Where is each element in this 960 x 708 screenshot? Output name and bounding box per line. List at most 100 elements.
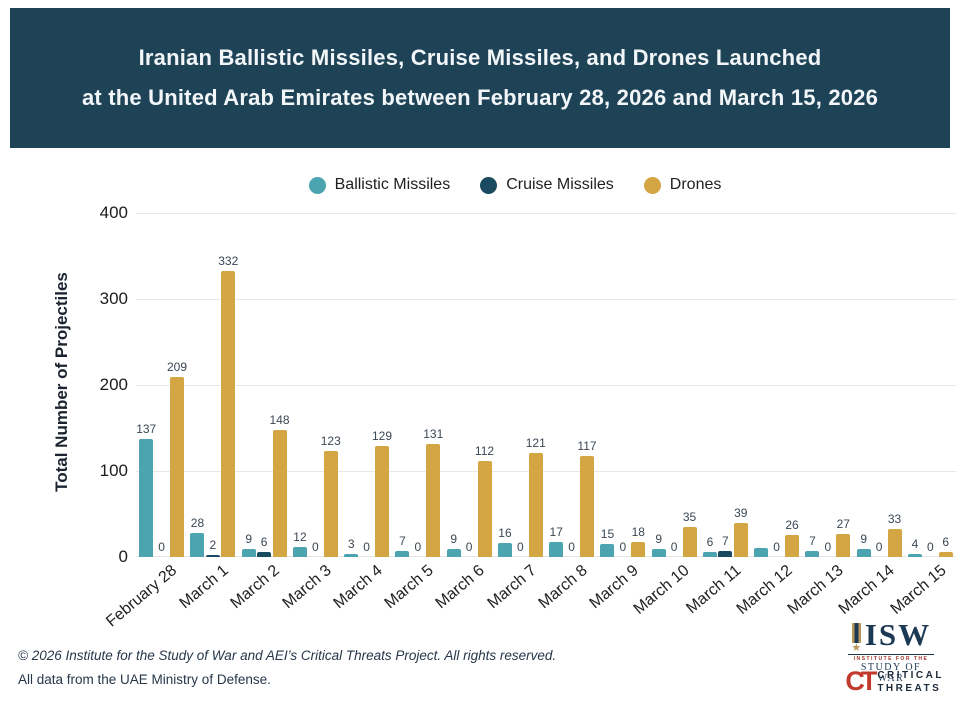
bar-value-drones-march-8: 117 xyxy=(577,439,597,454)
slot-drones-march-5: 131 xyxy=(423,213,443,557)
bar-value-drones-march-6: 112 xyxy=(474,443,495,458)
bar-cruise-missiles-march-1 xyxy=(205,555,220,557)
bar-ballistic-missiles-february-28 xyxy=(139,439,154,557)
slot-cruise-missiles-march-8: 0 xyxy=(564,213,579,557)
bar-value-ballistic-missiles-march-4: 3 xyxy=(347,537,355,552)
bar-value-ballistic-missiles-february-28: 137 xyxy=(136,422,157,437)
slot-drones-march-11: 39 xyxy=(733,213,748,557)
bar-value-cruise-missiles-march-3: 0 xyxy=(312,540,319,554)
ct-line-1: CRITICAL xyxy=(877,669,944,681)
slot-ballistic-missiles-march-8: 17 xyxy=(549,213,564,557)
bar-drones-march-11 xyxy=(733,523,748,557)
bar-value-drones-march-14: 33 xyxy=(887,511,902,526)
x-tick-march-14: March 14 xyxy=(836,562,899,618)
x-tick-march-6: March 6 xyxy=(432,562,489,613)
slot-ballistic-missiles-march-11: 6 xyxy=(702,213,717,557)
bar-value-cruise-missiles-march-15: 0 xyxy=(927,540,934,554)
bar-group-march-12: 0 26 xyxy=(751,213,802,557)
slot-cruise-missiles-march-1: 2 xyxy=(205,213,220,557)
bar-value-cruise-missiles-march-6: 0 xyxy=(465,540,473,554)
slot-drones-march-4: 129 xyxy=(371,213,393,557)
bar-ballistic-missiles-march-9 xyxy=(600,544,615,557)
bar-value-drones-march-4: 129 xyxy=(371,429,393,444)
slot-cruise-missiles-march-4: 0 xyxy=(359,213,374,557)
slot-drones-march-6: 112 xyxy=(474,213,495,557)
bar-value-ballistic-missiles-march-1: 28 xyxy=(190,515,205,530)
copyright-line: © 2026 Institute for the Study of War an… xyxy=(18,648,557,663)
y-tick-200: 200 xyxy=(99,375,128,394)
star-icon: ★ xyxy=(851,642,862,654)
gridline-y-300 xyxy=(136,299,956,300)
slot-ballistic-missiles-march-2: 9 xyxy=(241,213,256,557)
slot-drones-march-8: 117 xyxy=(577,213,597,557)
bar-group-march-14: 9 0 33 xyxy=(854,213,905,557)
slot-ballistic-missiles-february-28: 137 xyxy=(136,213,157,557)
bar-value-drones-february-28: 209 xyxy=(166,360,188,375)
slot-cruise-missiles-march-5: 0 xyxy=(410,213,425,557)
bar-drones-february-28 xyxy=(170,377,184,557)
bar-value-cruise-missiles-march-13: 0 xyxy=(824,540,832,554)
x-tick-march-7: March 7 xyxy=(484,562,540,613)
bar-ballistic-missiles-march-10 xyxy=(651,549,666,557)
bar-drones-march-14 xyxy=(887,528,902,557)
bar-drones-march-13 xyxy=(836,533,851,557)
bar-drones-march-1 xyxy=(221,271,236,557)
x-tick-february-28: February 28 xyxy=(103,562,181,631)
x-tick-march-4: March 4 xyxy=(330,562,386,613)
bar-drones-march-8 xyxy=(580,456,594,557)
isw-subtitle-1: INSTITUTE FOR THE xyxy=(853,656,929,662)
bar-group-march-11: 6 7 39 xyxy=(700,213,751,557)
x-tick-march-5: March 5 xyxy=(381,562,437,613)
slot-drones-march-2: 148 xyxy=(269,213,290,557)
title-line-2: at the United Arab Emirates between Febr… xyxy=(81,85,879,110)
slot-ballistic-missiles-march-3: 12 xyxy=(292,213,307,557)
bar-group-march-3: 12 0 123 xyxy=(290,213,341,557)
slot-drones-march-10: 35 xyxy=(682,213,697,557)
x-tick-march-10: March 10 xyxy=(631,562,694,618)
bar-value-cruise-missiles-march-7: 0 xyxy=(517,540,524,554)
slot-drones-february-28: 209 xyxy=(166,213,188,557)
bar-drones-march-15 xyxy=(938,551,953,557)
x-tick-march-8: March 8 xyxy=(535,562,591,613)
legend-label-drones: Drones xyxy=(669,176,722,193)
bar-value-ballistic-missiles-march-13: 7 xyxy=(809,533,816,548)
x-tick-march-11: March 11 xyxy=(683,562,745,618)
bar-group-march-10: 9 0 35 xyxy=(649,213,700,557)
bar-value-ballistic-missiles-march-7: 16 xyxy=(498,526,512,541)
slot-drones-march-9: 18 xyxy=(631,213,646,557)
bar-value-ballistic-missiles-march-8: 17 xyxy=(549,525,563,540)
x-tick-march-2: March 2 xyxy=(227,562,284,613)
slot-ballistic-missiles-march-13: 7 xyxy=(805,213,820,557)
bar-value-ballistic-missiles-march-11: 6 xyxy=(706,534,714,549)
bar-group-march-5: 7 0 131 xyxy=(392,213,443,557)
slot-drones-march-1: 332 xyxy=(218,213,238,557)
chart-title-banner: Iranian Ballistic Missiles, Cruise Missi… xyxy=(10,8,950,148)
legend-dot-drones xyxy=(643,176,661,194)
bar-drones-march-10 xyxy=(682,526,697,557)
bar-value-cruise-missiles-march-14: 0 xyxy=(875,540,883,554)
bar-group-march-6: 9 0 112 xyxy=(444,213,495,557)
slot-drones-march-3: 123 xyxy=(320,213,341,557)
bar-drones-march-12 xyxy=(785,534,799,557)
isw-subtitle-2: STUDY OF WAR xyxy=(860,662,922,684)
bar-value-drones-march-3: 123 xyxy=(320,434,341,449)
footer-attribution: © 2026 Institute for the Study of War an… xyxy=(18,648,556,687)
bar-ballistic-missiles-march-14 xyxy=(856,549,871,557)
bar-value-ballistic-missiles-march-5: 7 xyxy=(399,533,406,548)
data-source-line: All data from the UAE Ministry of Defens… xyxy=(18,672,271,687)
bar-value-cruise-missiles-march-11: 7 xyxy=(722,533,729,548)
x-tick-march-15: March 15 xyxy=(887,562,950,618)
slot-drones-march-13: 27 xyxy=(836,213,851,557)
gridline-y-400 xyxy=(136,213,956,214)
bar-value-cruise-missiles-march-9: 0 xyxy=(619,540,627,554)
bar-value-cruise-missiles-february-28: 0 xyxy=(158,540,165,554)
bar-ballistic-missiles-march-5 xyxy=(395,550,410,557)
legend-item-drones: Drones xyxy=(643,176,722,194)
legend-dot-cruise-missiles xyxy=(480,176,498,194)
bar-group-march-13: 7 0 27 xyxy=(802,213,853,557)
bar-ballistic-missiles-march-1 xyxy=(190,532,205,557)
bar-ballistic-missiles-march-2 xyxy=(241,549,256,557)
bar-ballistic-missiles-march-3 xyxy=(292,546,307,557)
